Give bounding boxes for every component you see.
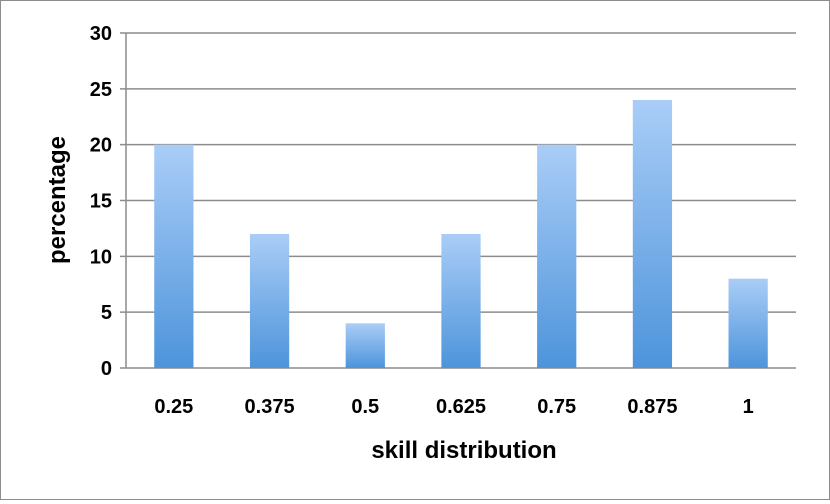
bars bbox=[154, 100, 768, 368]
bar bbox=[249, 234, 290, 368]
x-tick-label: 0.875 bbox=[627, 396, 677, 418]
y-tick-label: 25 bbox=[90, 79, 112, 101]
x-tick-labels: 0.25 0.375 0.5 0.625 0.75 0.875 1 bbox=[154, 396, 753, 418]
bar bbox=[441, 234, 481, 368]
bar bbox=[345, 323, 385, 368]
bar bbox=[537, 144, 577, 368]
y-tick-label: 20 bbox=[90, 135, 112, 157]
y-tick-label: 30 bbox=[90, 23, 112, 45]
x-tick-label: 0.375 bbox=[245, 396, 295, 418]
x-tick-label: 1 bbox=[743, 396, 754, 418]
y-tick-label: 10 bbox=[90, 246, 112, 268]
x-axis-title: skill distribution bbox=[371, 437, 556, 464]
x-tick-label: 0.25 bbox=[154, 396, 193, 418]
y-tick-label: 0 bbox=[101, 358, 112, 380]
x-tick-label: 0.625 bbox=[436, 396, 486, 418]
bar bbox=[728, 278, 768, 368]
bar bbox=[154, 144, 194, 368]
x-tick-label: 0.5 bbox=[351, 396, 379, 418]
y-tick-labels: 0 5 10 15 20 25 30 bbox=[90, 23, 112, 380]
y-tick-label: 5 bbox=[101, 302, 112, 324]
y-axis-title: percentage bbox=[44, 136, 71, 264]
x-tick-label: 0.75 bbox=[537, 396, 576, 418]
y-tick-label: 15 bbox=[90, 191, 112, 213]
bar bbox=[632, 100, 673, 368]
